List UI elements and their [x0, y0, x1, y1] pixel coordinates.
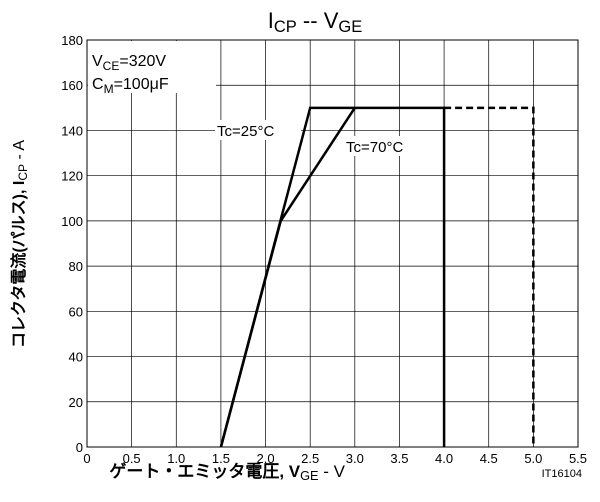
y-tick-label: 0	[76, 440, 83, 455]
x-tick-label: 3.0	[346, 451, 364, 466]
text-part: =320V	[119, 53, 166, 70]
x-tick-label: 3.5	[390, 451, 408, 466]
series-label: Tc=25°C	[217, 123, 274, 140]
text-part: M	[104, 82, 114, 96]
label-box	[215, 120, 301, 140]
series-line	[219, 107, 356, 448]
y-tick-label: 180	[61, 33, 83, 48]
x-tick-label: 5.0	[524, 451, 542, 466]
x-tick-label: 4.0	[435, 451, 453, 466]
y-tick-label: 60	[69, 304, 83, 319]
plot-frame	[86, 39, 579, 448]
y-tick-label: 100	[61, 214, 83, 229]
series-line	[219, 106, 446, 448]
label-box	[344, 136, 428, 156]
text-part: V	[92, 53, 103, 70]
y-axis-label: コレクタ電流(パルス), ICP - A	[9, 140, 30, 348]
y-tick-label: 20	[69, 395, 83, 410]
x-tick-label: 2.5	[301, 451, 319, 466]
y-tick-label: 80	[69, 259, 83, 274]
x-tick-label: 5.5	[569, 451, 587, 466]
x-tick-label: 2.0	[257, 451, 275, 466]
series-line	[444, 106, 535, 447]
condition-label: VCE=320V	[92, 53, 166, 73]
condition-label: CM=100μF	[92, 76, 169, 96]
y-tick-label: 140	[61, 123, 83, 138]
text-part: C	[92, 76, 104, 93]
y-tick-label: 40	[69, 350, 83, 365]
text-part: =100μF	[114, 76, 169, 93]
figure-id: IT16104	[542, 468, 582, 480]
x-tick-label: 1.5	[212, 451, 230, 466]
x-tick-label: 0	[83, 451, 90, 466]
x-tick-label: 4.5	[480, 451, 498, 466]
y-tick-label: 120	[61, 169, 83, 184]
x-axis-label: ゲート・エミッタ電圧, VGE - V	[109, 461, 345, 483]
chart-title: ICP -- VGE	[268, 8, 362, 36]
annotation-box	[88, 41, 216, 93]
x-tick-label: 1.0	[167, 451, 185, 466]
x-tick-label: 0.5	[123, 451, 141, 466]
y-tick-label: 160	[61, 78, 83, 93]
series-label: Tc=70°C	[346, 139, 403, 156]
text-part: CE	[103, 59, 120, 73]
